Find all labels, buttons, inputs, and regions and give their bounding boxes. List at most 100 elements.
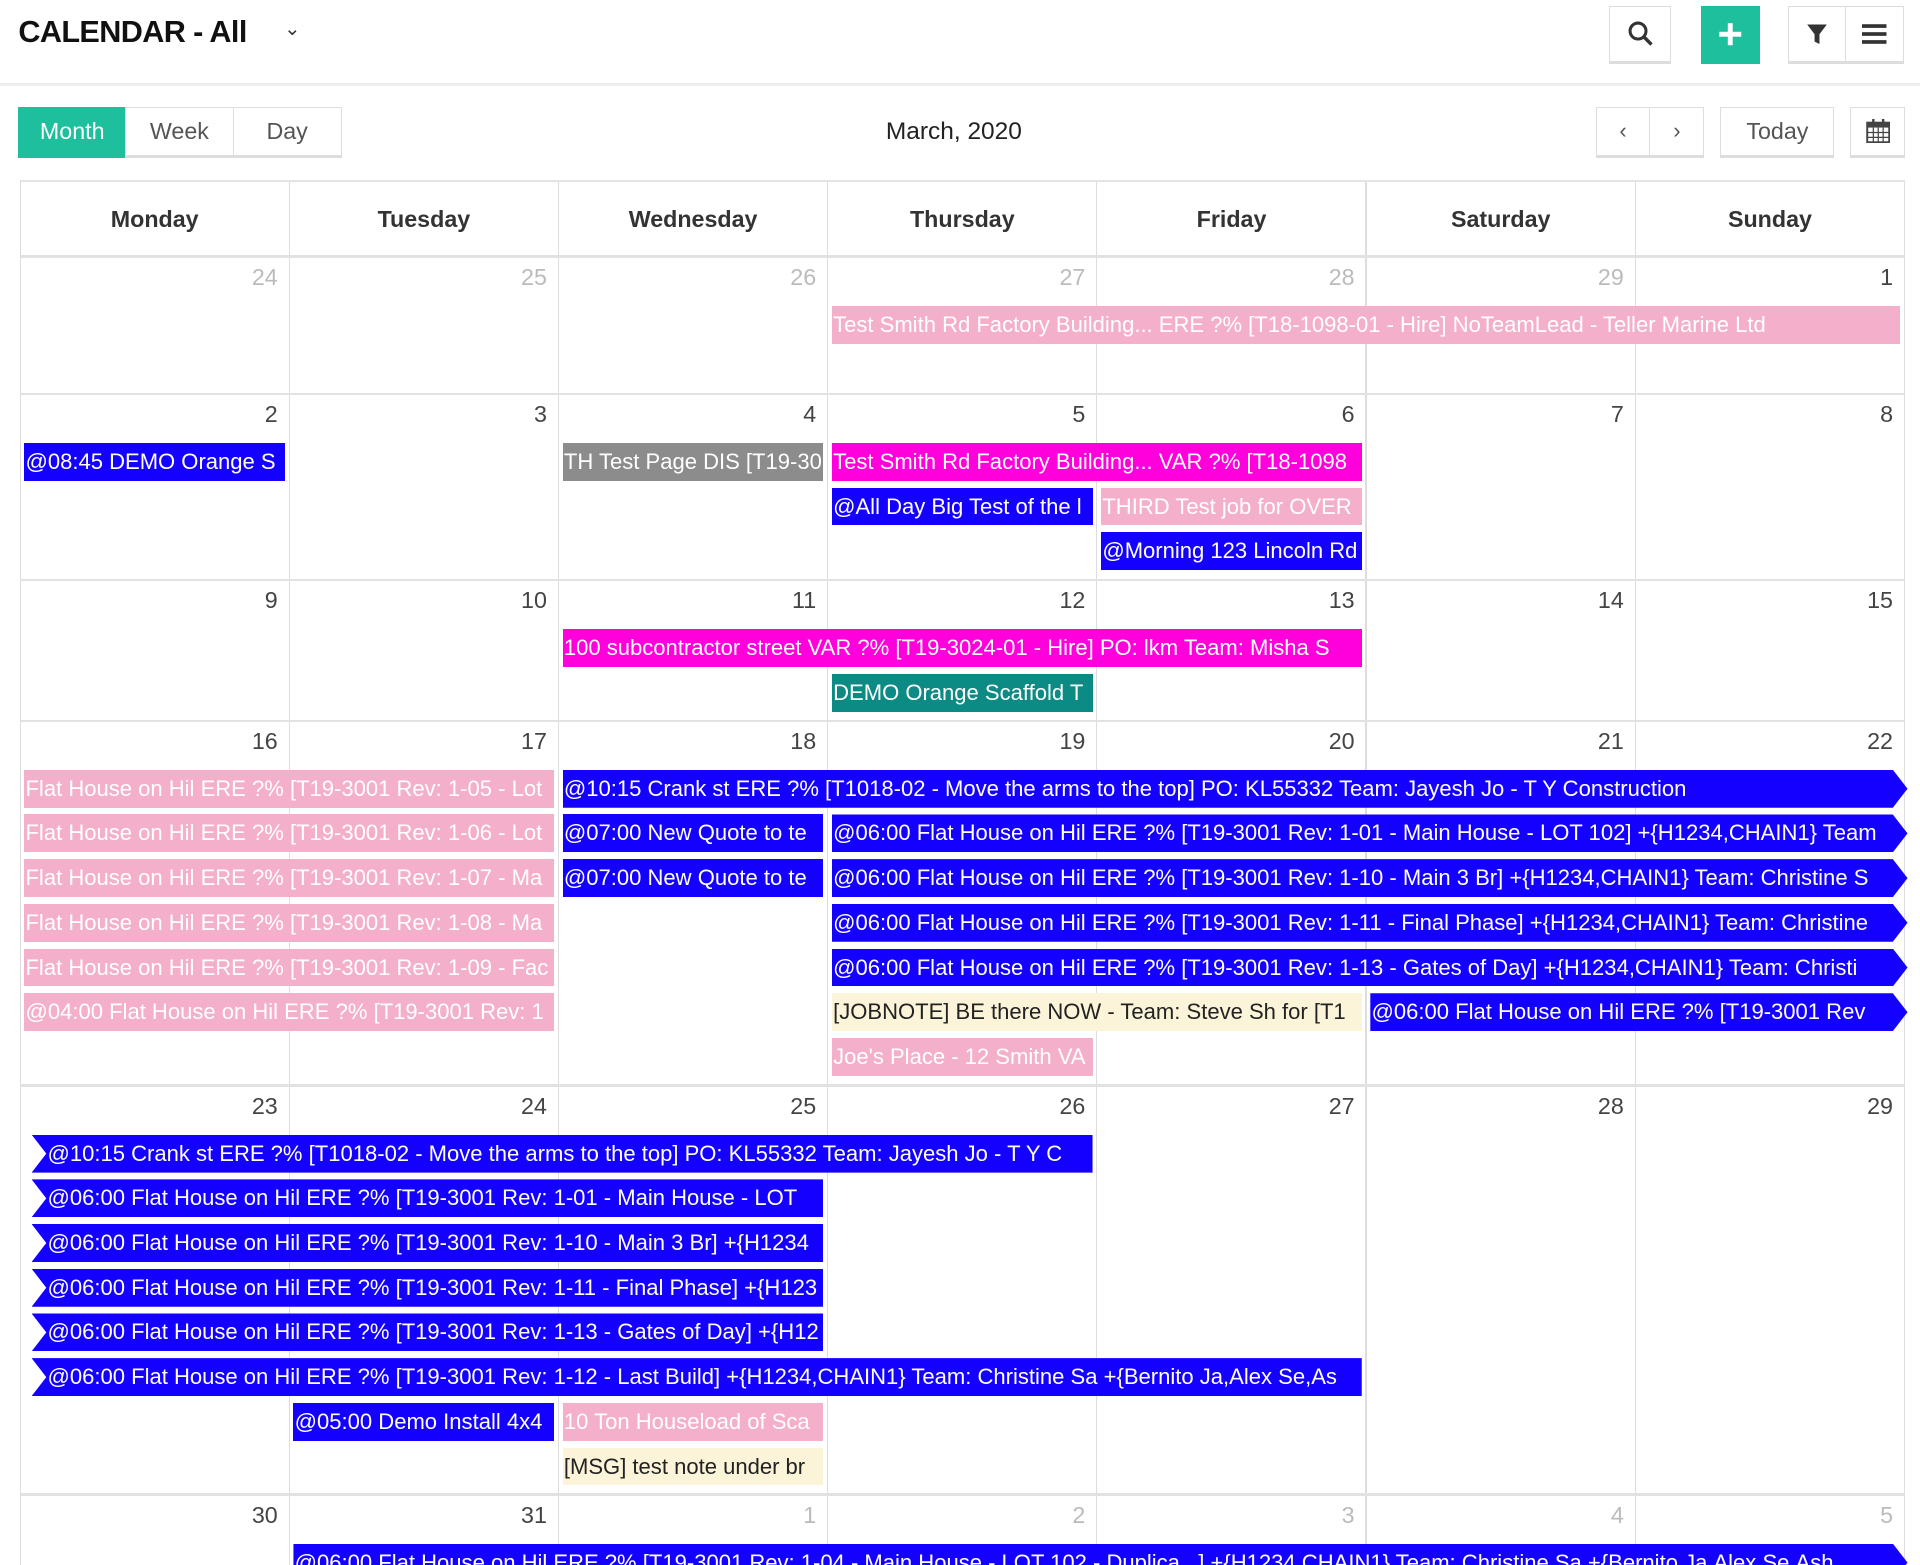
tab-day[interactable]: Day: [232, 106, 342, 158]
calendar-event[interactable]: @05:00 Demo Install 4x4: [293, 1402, 555, 1441]
calendar-event[interactable]: Test Smith Rd Factory Building... ERE ?%…: [831, 305, 1901, 344]
calendar-event[interactable]: [JOBNOTE] BE there NOW - Team: Steve Sh …: [831, 993, 1362, 1032]
day-number[interactable]: 2: [1072, 1502, 1086, 1528]
calendar-event[interactable]: @06:00 Flat House on Hil ERE ?% [T19-300…: [31, 1358, 1362, 1397]
filter-button[interactable]: [1787, 6, 1847, 64]
calendar-event[interactable]: 10 Ton Houseload of Sca: [562, 1402, 824, 1441]
calendar-event[interactable]: @10:15 Crank st ERE ?% [T1018-02 - Move …: [31, 1134, 1093, 1173]
calendar-event[interactable]: Flat House on Hil ERE ?% [T19-3001 Rev: …: [24, 948, 555, 987]
tab-week[interactable]: Week: [124, 106, 234, 158]
day-number[interactable]: 6: [1341, 401, 1355, 428]
day-number[interactable]: 29: [1867, 1093, 1893, 1120]
calendar-event[interactable]: [MSG] test note under br: [562, 1447, 824, 1486]
day-header-tuesday: Tuesday: [290, 182, 559, 257]
day-number[interactable]: 14: [1597, 587, 1624, 614]
calendar-event[interactable]: @06:00 Flat House on Hil ERE ?% [T19-300…: [293, 1544, 1907, 1565]
day-number[interactable]: 17: [521, 728, 547, 755]
calendar-event[interactable]: @04:00 Flat House on Hil ERE ?% [T19-300…: [24, 993, 555, 1032]
day-header-monday: Monday: [21, 182, 290, 257]
search-button[interactable]: [1608, 6, 1672, 64]
calendar-event[interactable]: @06:00 Flat House on Hil ERE ?% [T19-300…: [832, 814, 1908, 852]
next-button[interactable]: ›: [1649, 106, 1705, 158]
calendar-event[interactable]: @08:45 DEMO Orange S: [24, 442, 285, 481]
day-number[interactable]: 25: [790, 1093, 817, 1120]
day-number[interactable]: 31: [521, 1502, 547, 1528]
hamburger-icon: [1862, 24, 1887, 44]
filter-icon: [1807, 24, 1827, 44]
day-header-wednesday: Wednesday: [559, 182, 829, 257]
day-number[interactable]: 21: [1597, 728, 1624, 755]
calendar-event[interactable]: @Morning 123 Lincoln Rd: [1101, 532, 1362, 571]
day-header-sunday: Sunday: [1636, 182, 1906, 257]
day-number[interactable]: 4: [1610, 1502, 1624, 1528]
calendar-event[interactable]: Flat House on Hil ERE ?% [T19-3001 Rev: …: [24, 859, 555, 898]
calendar-event[interactable]: TH Test Page DIS [T19-30: [562, 442, 824, 481]
day-number[interactable]: 30: [251, 1502, 278, 1528]
day-number[interactable]: 4: [803, 401, 817, 428]
today-button[interactable]: Today: [1720, 106, 1835, 158]
day-number[interactable]: 24: [251, 264, 278, 291]
column-divider: [1903, 182, 1906, 1565]
day-number[interactable]: 28: [1597, 1093, 1624, 1120]
day-number[interactable]: 27: [1328, 1093, 1355, 1120]
day-number[interactable]: 5: [1072, 401, 1086, 428]
day-number[interactable]: 27: [1059, 264, 1086, 291]
add-event-button[interactable]: [1700, 6, 1760, 64]
calendar-event[interactable]: @06:00 Flat House on Hil ERE ?% [T19-300…: [31, 1224, 824, 1262]
day-number[interactable]: 15: [1867, 587, 1893, 614]
calendar-icon: [1865, 119, 1890, 144]
day-number[interactable]: 1: [803, 1502, 817, 1528]
chevron-right-icon: ›: [1673, 118, 1681, 144]
calendar-event[interactable]: THIRD Test job for OVER: [1101, 487, 1362, 526]
calendar-event[interactable]: @06:00 Flat House on Hil ERE ?% [T19-300…: [31, 1313, 824, 1352]
day-number[interactable]: 12: [1059, 587, 1086, 614]
day-number[interactable]: 20: [1328, 728, 1355, 755]
day-number[interactable]: 2: [264, 401, 278, 428]
calendar-event[interactable]: Joe's Place - 12 Smith VA: [831, 1037, 1093, 1076]
day-number[interactable]: 26: [790, 264, 817, 291]
day-number[interactable]: 8: [1880, 401, 1893, 428]
day-number[interactable]: 24: [521, 1093, 547, 1120]
calendar-event[interactable]: @07:00 New Quote to te: [562, 814, 824, 853]
day-number[interactable]: 25: [521, 264, 547, 291]
month-title: March, 2020: [885, 117, 1022, 145]
calendar-event[interactable]: @06:00 Flat House on Hil ERE ?% [T19-300…: [31, 1179, 824, 1218]
calendar-event[interactable]: @06:00 Flat House on Hil ERE ?% [T19-300…: [832, 949, 1908, 987]
calendar-event[interactable]: @06:00 Flat House on Hil ERE ?% [T19-300…: [1370, 993, 1907, 1031]
day-number[interactable]: 23: [251, 1093, 278, 1120]
date-picker-button[interactable]: [1850, 106, 1906, 158]
day-number[interactable]: 7: [1610, 401, 1624, 428]
day-number[interactable]: 1: [1880, 264, 1893, 291]
calendar-event[interactable]: @06:00 Flat House on Hil ERE ?% [T19-300…: [832, 904, 1908, 942]
calendar-event[interactable]: 100 subcontractor street VAR ?% [T19-302…: [562, 628, 1362, 667]
chevron-down-icon[interactable]: ⌄: [284, 18, 301, 41]
menu-button[interactable]: [1845, 6, 1905, 64]
tab-month[interactable]: Month: [18, 106, 127, 158]
calendar-event[interactable]: Test Smith Rd Factory Building... VAR ?%…: [831, 442, 1362, 481]
day-number[interactable]: 22: [1867, 728, 1893, 755]
day-number[interactable]: 18: [790, 728, 817, 755]
day-number[interactable]: 13: [1328, 587, 1355, 614]
day-number[interactable]: 10: [521, 587, 547, 614]
day-number[interactable]: 26: [1059, 1093, 1086, 1120]
day-number[interactable]: 3: [1341, 1502, 1355, 1528]
day-number[interactable]: 29: [1597, 264, 1624, 291]
day-number[interactable]: 16: [251, 728, 278, 755]
calendar-event[interactable]: @06:00 Flat House on Hil ERE ?% [T19-300…: [31, 1268, 824, 1307]
calendar-event[interactable]: @07:00 New Quote to te: [562, 859, 824, 898]
day-number[interactable]: 28: [1328, 264, 1355, 291]
calendar-event[interactable]: @06:00 Flat House on Hil ERE ?% [T19-300…: [832, 859, 1908, 897]
prev-button[interactable]: ‹: [1595, 106, 1651, 158]
calendar-event[interactable]: DEMO Orange Scaffold T: [831, 673, 1093, 712]
calendar-title[interactable]: CALENDAR - All: [18, 14, 247, 49]
calendar-event[interactable]: Flat House on Hil ERE ?% [T19-3001 Rev: …: [24, 814, 555, 853]
day-number[interactable]: 11: [792, 587, 817, 614]
calendar-event[interactable]: @All Day Big Test of the l: [831, 487, 1093, 526]
day-number[interactable]: 9: [264, 587, 278, 614]
day-number[interactable]: 19: [1059, 728, 1086, 755]
calendar-event[interactable]: Flat House on Hil ERE ?% [T19-3001 Rev: …: [24, 903, 555, 942]
calendar-event[interactable]: Flat House on Hil ERE ?% [T19-3001 Rev: …: [24, 769, 555, 808]
calendar-event[interactable]: @10:15 Crank st ERE ?% [T1018-02 - Move …: [563, 770, 1908, 808]
day-number[interactable]: 5: [1880, 1502, 1893, 1528]
day-number[interactable]: 3: [533, 401, 547, 428]
